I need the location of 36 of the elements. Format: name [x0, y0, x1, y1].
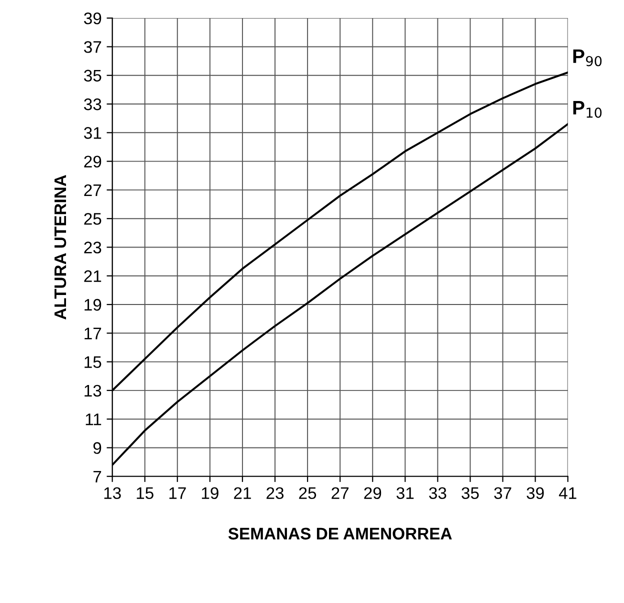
x-tick-label: 41	[558, 487, 576, 499]
x-tick-label: 33	[429, 487, 446, 500]
y-tick-label: 17	[84, 328, 102, 340]
x-tick-label: 15	[136, 487, 154, 500]
x-tick-label: 13	[104, 487, 121, 500]
x-axis-title: SEMANAS DE AMENORREA	[228, 528, 452, 540]
x-tick-label: 37	[494, 487, 512, 500]
y-axis-title: ALTURA UTERINA	[54, 174, 66, 320]
y-tick-label: 21	[84, 270, 102, 282]
y-tick-label: 13	[84, 384, 102, 397]
y-tick-label: 19	[84, 298, 102, 311]
y-tick-label: 35	[84, 70, 102, 82]
y-tick-label: 39	[84, 12, 102, 24]
x-tick-label: 23	[266, 487, 284, 500]
y-tick-label: 33	[84, 98, 102, 110]
x-tick-label: 39	[526, 487, 544, 500]
y-tick-label: 25	[84, 212, 102, 225]
y-tick-label: 31	[84, 127, 102, 139]
series-label: P$_{90}$	[573, 50, 602, 66]
series-label: P$_{10}$	[573, 101, 602, 118]
x-tick-label: 35	[462, 487, 479, 500]
y-tick-label: 11	[86, 414, 102, 426]
x-tick-label: 21	[234, 487, 251, 499]
x-tick-label: 27	[332, 487, 349, 499]
y-tick-label: 23	[84, 242, 102, 254]
y-tick-label: 7	[93, 470, 102, 482]
x-tick-label: 25	[299, 487, 316, 500]
x-tick-label: 19	[202, 487, 218, 500]
y-tick-label: 15	[84, 356, 102, 368]
y-tick-label: 27	[84, 184, 102, 196]
x-tick-label: 31	[396, 487, 414, 500]
y-tick-label: 37	[84, 41, 102, 53]
x-tick-label: 29	[364, 487, 382, 500]
y-tick-label: 29	[84, 156, 102, 168]
x-tick-label: 17	[169, 487, 186, 499]
y-tick-label: 9	[93, 442, 102, 454]
